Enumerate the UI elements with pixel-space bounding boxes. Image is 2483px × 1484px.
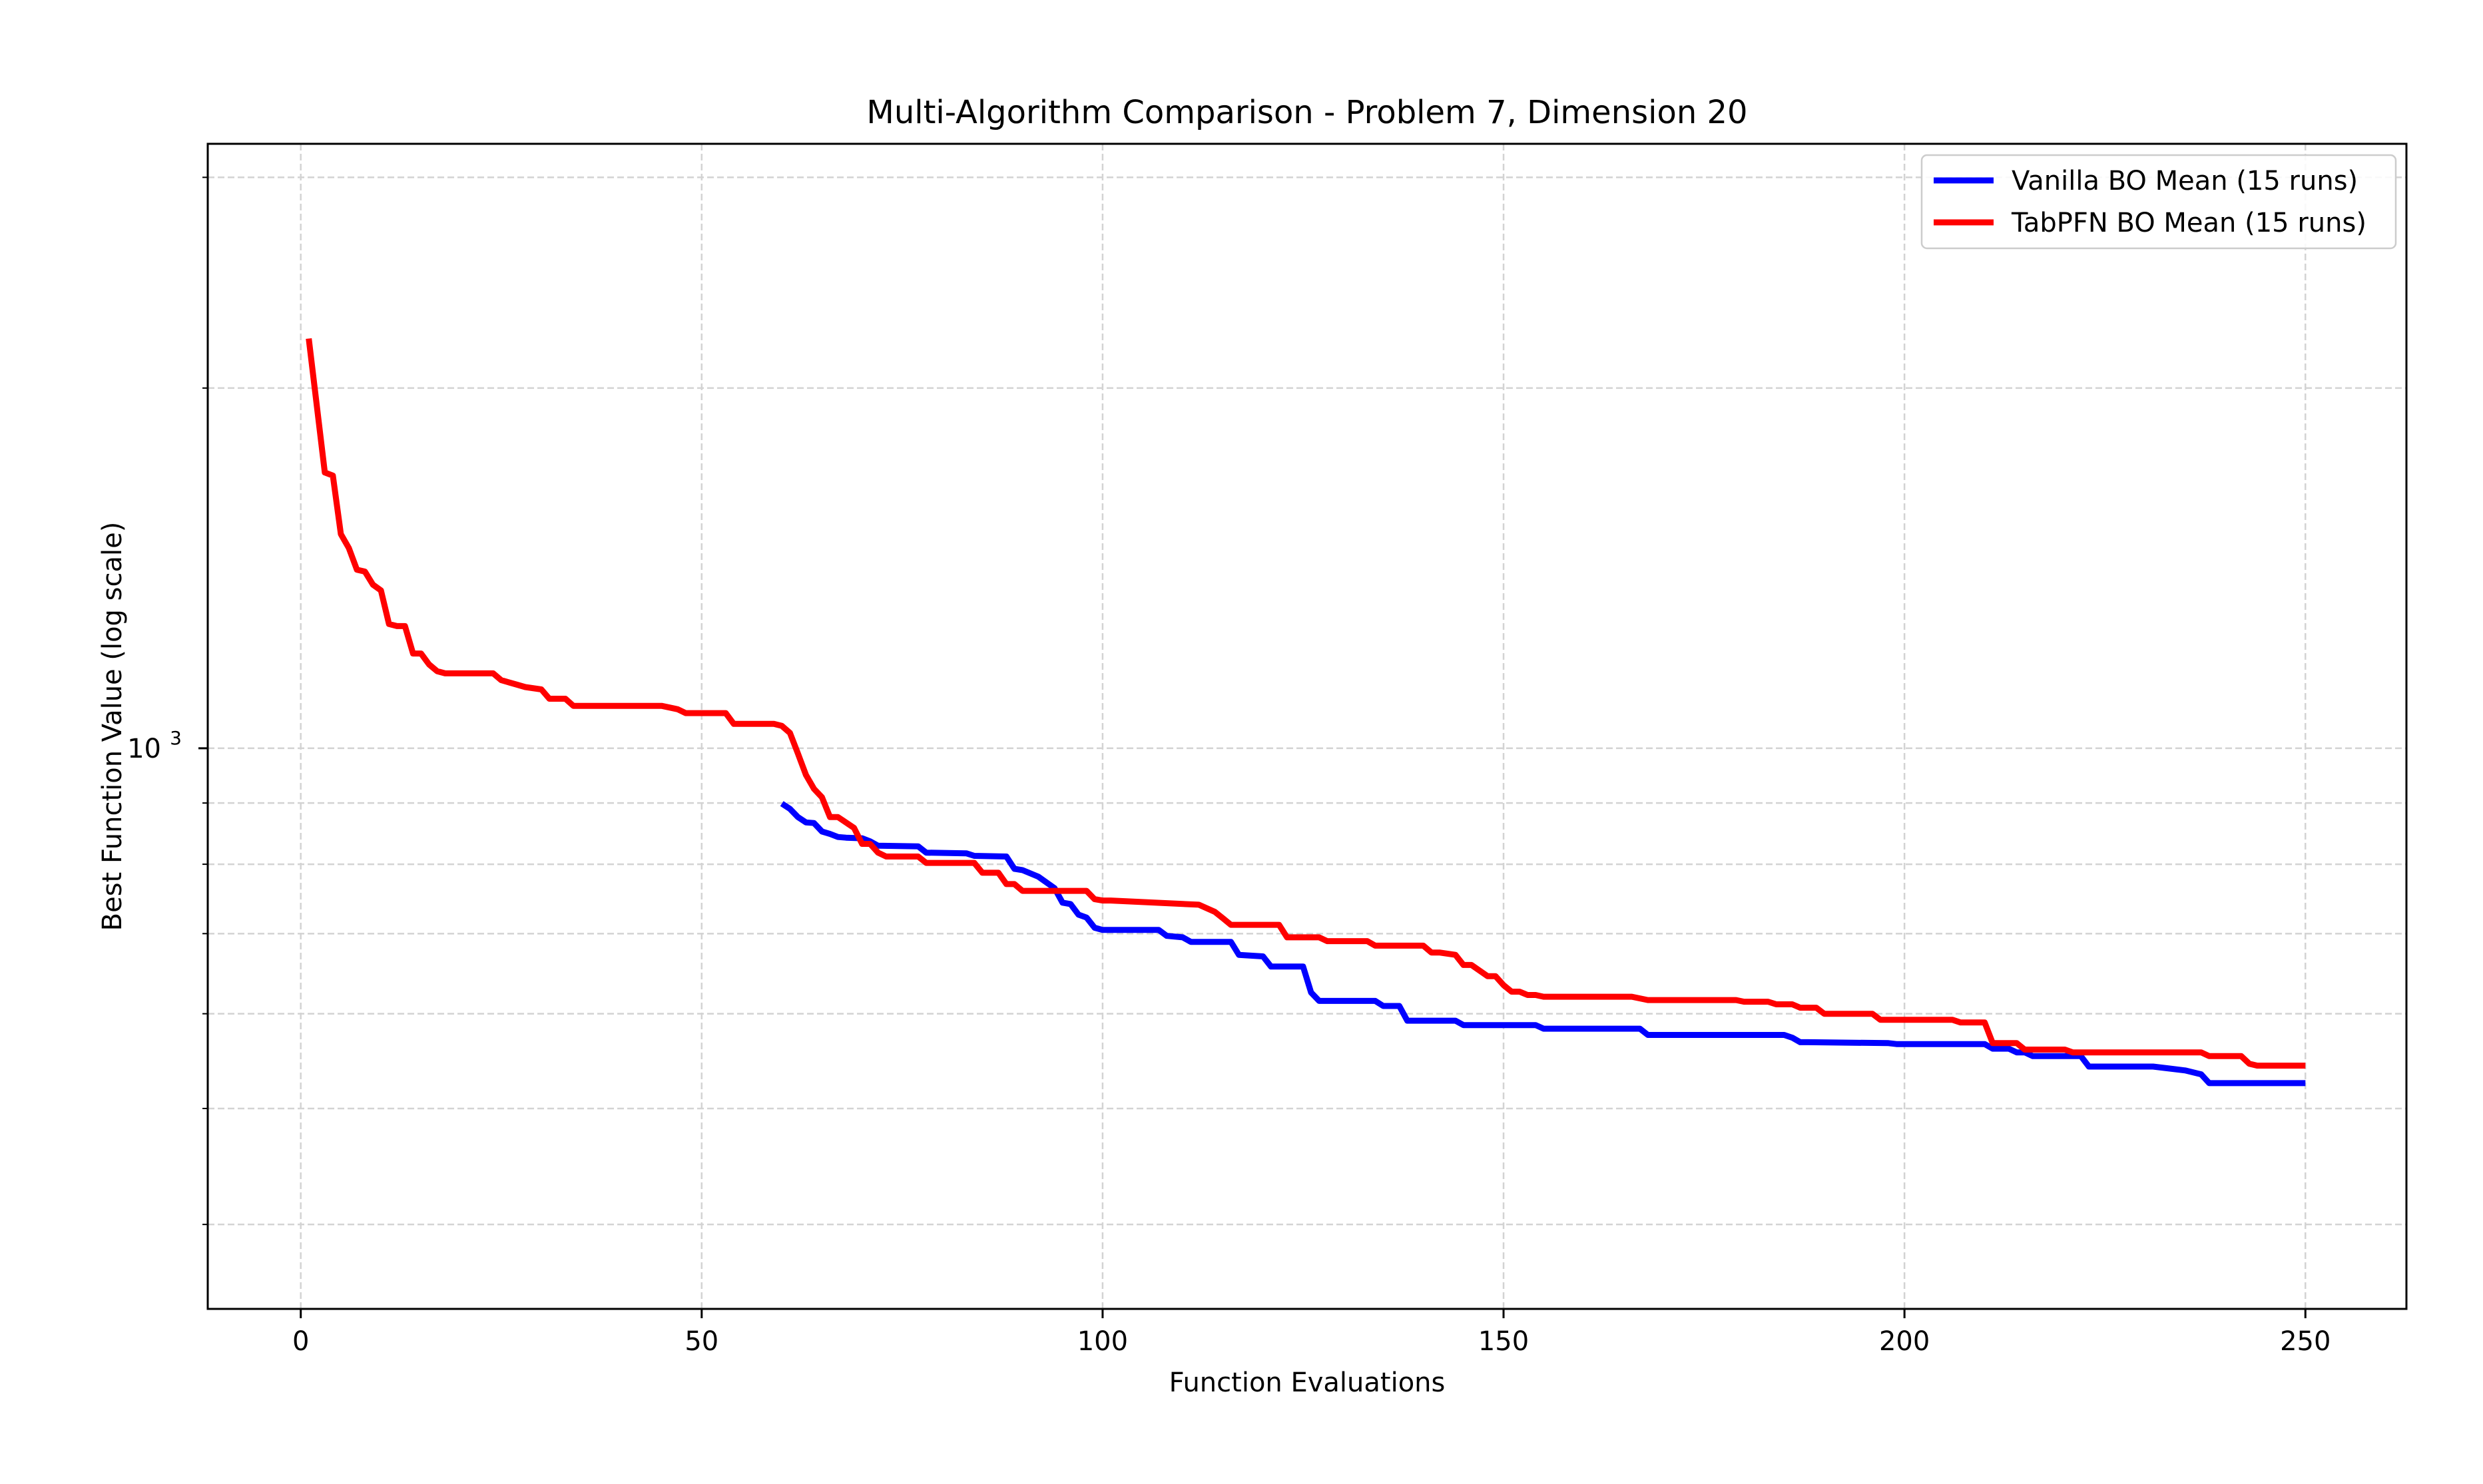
x-tick-label: 100 bbox=[1077, 1326, 1128, 1357]
x-tick-label: 200 bbox=[1879, 1326, 1930, 1357]
plot-frame bbox=[206, 142, 2408, 1310]
legend-box bbox=[1920, 154, 2397, 250]
plot-series bbox=[306, 338, 2306, 1087]
legend-label: Vanilla BO Mean (15 runs) bbox=[2012, 166, 2358, 196]
legend: Vanilla BO Mean (15 runs) TabPFN BO Mean … bbox=[1920, 154, 2397, 250]
series-line-vanilla-bo bbox=[780, 801, 2306, 1087]
series-line-tabpfn-bo bbox=[306, 338, 2306, 1069]
x-axis-label: Function Evaluations bbox=[1169, 1367, 1446, 1398]
y-tick-label: 10 bbox=[127, 734, 161, 764]
chart-title: Multi-Algorithm Comparison - Problem 7, … bbox=[866, 94, 1747, 131]
grid-lines bbox=[208, 144, 2406, 1309]
legend-label: TabPFN BO Mean (15 runs) bbox=[2011, 208, 2366, 238]
y-axis-label: Best Function Value (log scale) bbox=[97, 522, 128, 931]
x-tick-label: 150 bbox=[1478, 1326, 1529, 1357]
axis-ticks: 0 50 100 150 200 250 10 3 bbox=[127, 176, 2331, 1357]
x-tick-label: 0 bbox=[292, 1326, 309, 1357]
x-tick-label: 250 bbox=[2280, 1326, 2331, 1357]
x-tick-label: 50 bbox=[685, 1326, 718, 1357]
y-tick-label-exponent: 3 bbox=[170, 727, 182, 749]
